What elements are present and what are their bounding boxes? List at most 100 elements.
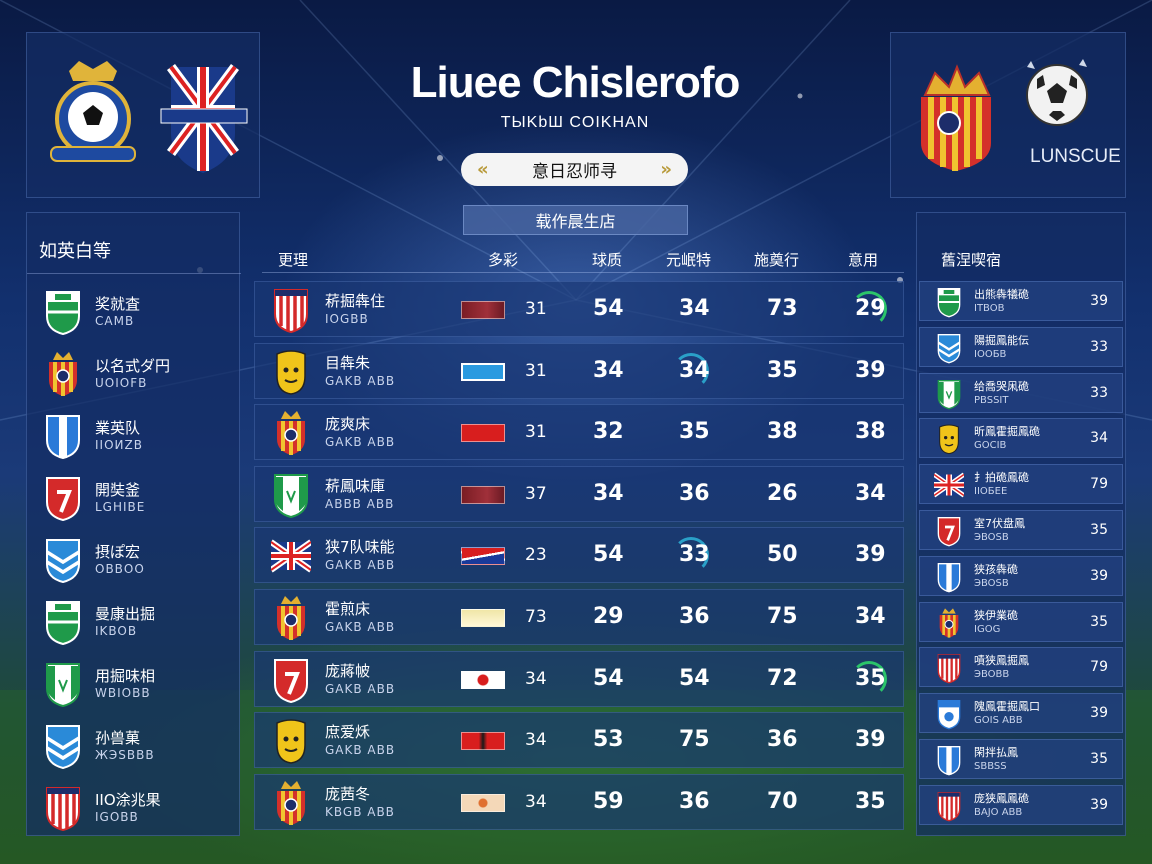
team-crest-icon [932,469,966,501]
team-code: KBGB ABB [325,804,395,819]
right-sidebar-item[interactable]: 出熊犇犠硊 ITBOB 39 [919,281,1123,321]
stat-cell: 35 [767,357,798,383]
left-sidebar-item[interactable]: 開奘釜 LGHIBE [27,469,241,531]
stat-cell: 26 [767,480,798,506]
team-code: ЭBOSB [974,577,1009,589]
stat-cell: 37 [525,483,547,504]
right-sidebar-item[interactable]: 扌拍硊鳳硊 IIOБEE 79 [919,464,1123,505]
left-sidebar-item[interactable]: 摂ぽ宏 ОВВОО [27,531,241,593]
team-name: 庞爽床 [325,415,371,434]
left-sidebar: 如英白等 奖就査 CAMB 以名式ダ円 UOIOFB 業英队 IIOИZB 開奘釜 LGHIB… [26,212,241,836]
team-crest-icon [43,660,83,708]
team-crest-icon [934,515,966,547]
right-logo-panel [890,32,1126,198]
stat-cell: 50 [767,542,798,568]
column-header-1[interactable]: 多彩 [488,251,519,269]
chevron-left-double-icon[interactable]: « [477,159,489,180]
team-crest-icon [269,532,313,580]
column-header-5[interactable]: 意用 [848,251,879,269]
team-code: PBSSIT [974,394,1009,406]
team-code: IKBOB [95,624,138,638]
right-sidebar-item[interactable]: 庞狭鳳鳳硊 BAJO ABB 39 [919,784,1123,825]
table-row[interactable]: 庶爱秌 GAKB ABB 34 53 75 36 39 [254,712,904,769]
team-name: 庞蔣帔 [325,661,371,680]
team-code: GOIS ABB [974,715,1023,727]
stat-cell: 34 [593,357,624,383]
left-sidebar-item[interactable]: 業英队 IIOИZB [27,407,241,469]
table-row[interactable]: 庞茜冬 KBGB ABB 34 59 36 70 35 [254,773,904,830]
page-subtitle: TЫKbШ COIKHAN [500,114,650,131]
highlight-ring-icon [673,352,709,389]
table-row[interactable]: 庞蔣帔 GAKB ABB 34 54 54 72 35 [254,650,904,707]
right-sidebar-item[interactable]: 狭伊業硊 IGOG 35 [919,601,1123,642]
team-points: 35 [1090,522,1108,538]
divider [262,272,904,273]
left-sidebar-item[interactable]: 奖就査 CAMB [27,283,241,345]
team-name: IIO涂兆果 [95,791,161,809]
right-sidebar-item[interactable]: 室7伏盘鳳 ЭBOSB 35 [919,510,1123,550]
stat-cell: 33 [679,542,710,568]
stat-cell: 75 [767,604,798,629]
right-sidebar-item[interactable]: 閑拌払鳳 SBBSS 35 [919,739,1123,779]
team-code: IGOG [974,623,1001,635]
team-code: GAKB ABB [325,558,396,573]
left-sidebar-item[interactable]: 用掘味相 WBIOBB [27,655,241,717]
right-sidebar-item[interactable]: 昕鳳霍掘鳳硊 GOCIB 34 [919,418,1123,459]
team-points: 34 [1090,430,1108,447]
left-sidebar-title: 如英白等 [39,241,111,262]
team-code: ЖЭSBBB [95,748,155,762]
union-jack-shield-icon [160,64,248,173]
team-code: WBIOBB [95,686,151,700]
team-code: UOIOFB [95,376,148,390]
team-crest-icon [934,607,966,639]
team-crest-icon [43,474,83,522]
team-code: BAJO ABB [974,806,1023,818]
left-sidebar-item[interactable]: IIO涂兆果 IGOBB [27,779,241,841]
table-row[interactable]: 狭7队味能 GAKB ABB 23 54 33 50 39 [254,527,904,584]
right-sidebar-item[interactable]: 隗鳳霍掘鳳口 GOIS ABB 39 [919,693,1123,734]
left-sidebar-item[interactable]: 孙兽菓 ЖЭSBBB [27,717,241,779]
left-sidebar-item[interactable]: 以名式ダ円 UOIOFB [27,345,241,407]
right-sidebar-item[interactable]: 狭孩犇硊 ЭBOSB 39 [919,555,1123,596]
column-header-team[interactable]: 更理 [278,251,309,269]
chevron-right-double-icon[interactable]: » [660,159,672,180]
right-sidebar-item[interactable]: 陽掘鳳能伝 IOOБB 33 [919,326,1123,367]
stat-cell: 53 [593,727,624,753]
table-row[interactable]: 霍煎床 GAKB ABB 73 29 36 75 34 [254,589,904,645]
stat-cell: 34 [525,730,547,751]
stat-cell: 54 [593,542,624,568]
table-row[interactable]: 菥掘犇住 IOGBB 31 54 34 73 29 [254,281,904,337]
right-sidebar-item[interactable]: 给喬哭凩硊 PBSSIT 33 [919,372,1123,413]
team-crest-icon [43,350,83,398]
team-crest-icon [271,471,311,519]
team-name: 庞茜冬 [325,784,371,803]
table-row[interactable]: 庞爽床 GAKB ABB 31 32 35 38 38 [254,404,904,461]
stat-cell: 70 [767,788,798,814]
team-code: GAKB ABB [325,435,396,450]
team-name: 奖就査 [95,295,141,313]
team-points: 39 [1090,567,1108,584]
stat-cell: 36 [767,727,798,753]
team-crest-icon [934,744,966,776]
column-header-2[interactable]: 球质 [592,251,623,269]
stat-cell: 35 [679,419,710,445]
column-header-3[interactable]: 元岷特 [666,251,712,269]
country-flag-icon [461,424,505,443]
team-name: 菥掘犇住 [325,292,386,310]
team-crest-icon [934,423,966,455]
stat-cell: 23 [525,545,547,566]
team-code: GAKB ABB [325,373,396,388]
brand-wordmark: LUNSCUE [1030,146,1121,167]
team-name: 狭孩犇硊 [974,562,1018,576]
table-row[interactable]: 目犇朱 GAKB ABB 31 34 34 35 39 [254,342,904,399]
left-logo-panel [26,32,260,198]
stat-cell: 34 [855,604,886,629]
column-header-4[interactable]: 施奠行 [754,251,800,269]
country-flag-icon [461,670,505,689]
standings-tab[interactable]: 载作晨生店 [463,205,688,235]
right-sidebar-item[interactable]: 嘖狭鳳掘鳳 ЭBOВB 79 [919,647,1123,688]
team-crest-icon [934,286,966,318]
table-row[interactable]: 菥鳳味庫 ABBB ABB 37 34 36 26 34 [254,465,904,522]
left-sidebar-item[interactable]: 曼康出掘 IKBOB [27,593,241,655]
team-points: 35 [1090,613,1108,630]
